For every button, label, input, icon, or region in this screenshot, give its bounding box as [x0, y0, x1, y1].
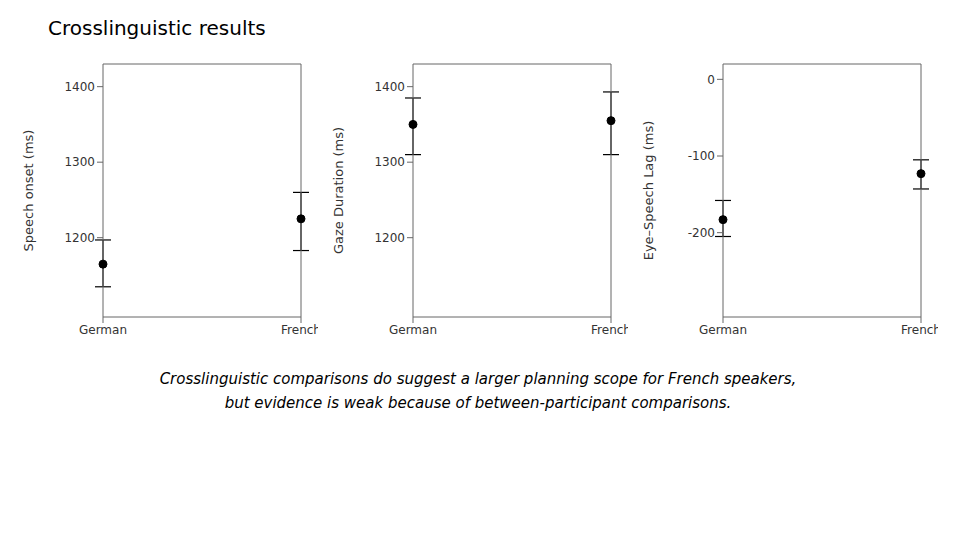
svg-text:1400: 1400: [64, 80, 95, 94]
html-text:Crosslinguistic results: Crosslinguistic results: [48, 16, 266, 40]
svg-text:German: German: [389, 323, 437, 337]
svg-text:1200: 1200: [64, 231, 95, 245]
svg-text:Speech onset (ms): Speech onset (ms): [21, 130, 36, 252]
svg-text:German: German: [699, 323, 747, 337]
html-text:Crosslinguistic comparisons do: Crosslinguistic comparisons do suggest a…: [159, 370, 797, 388]
svg-text:French: French: [901, 323, 938, 337]
svg-text:1200: 1200: [374, 231, 405, 245]
svg-text:German: German: [79, 323, 127, 337]
svg-text:1400: 1400: [374, 80, 405, 94]
svg-text:Eye–Speech Lag (ms): Eye–Speech Lag (ms): [641, 121, 656, 261]
svg-text:0: 0: [707, 73, 715, 87]
svg-text:1300: 1300: [64, 155, 95, 169]
svg-text:1300: 1300: [374, 155, 405, 169]
svg-text:French: French: [591, 323, 628, 337]
svg-text:-100: -100: [688, 149, 715, 163]
svg-text:-200: -200: [688, 226, 715, 240]
svg-text:Gaze Duration (ms): Gaze Duration (ms): [331, 127, 346, 254]
html-text:but evidence is weak because o: but evidence is weak because of between-…: [224, 394, 732, 412]
svg-text:French: French: [281, 323, 318, 337]
